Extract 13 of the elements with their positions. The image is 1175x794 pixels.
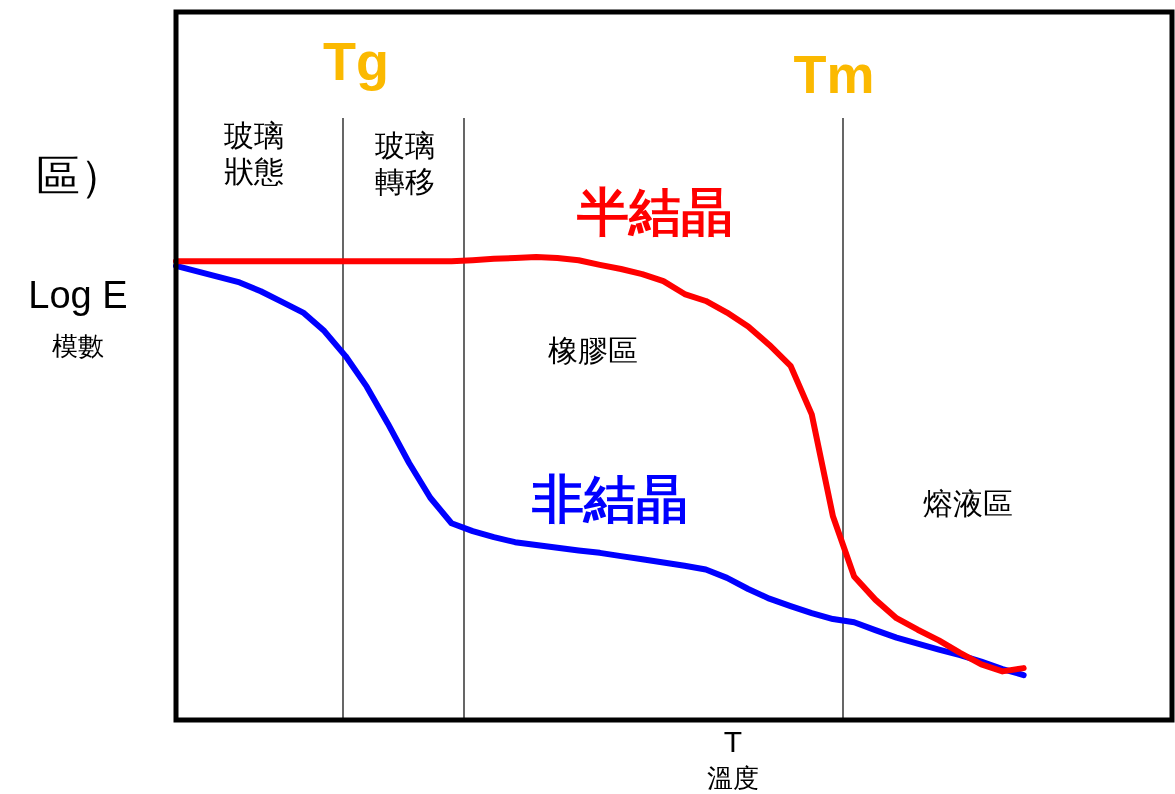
annotation: 橡膠區 [548, 332, 638, 368]
y-axis-title: Log E [28, 274, 128, 317]
series-label: 半結晶 [576, 180, 733, 242]
text: 玻璃狀態 [224, 117, 284, 189]
series-label: 非結晶 [531, 467, 688, 529]
text: Tm [793, 43, 875, 104]
text: Tg [323, 30, 389, 91]
text: 溫度 [707, 762, 759, 793]
text: 模數 [52, 330, 104, 361]
text: 玻璃轉移 [375, 127, 435, 199]
x-axis-title: T [723, 725, 743, 759]
annotation: 熔液區 [923, 485, 1013, 521]
text: 區） [36, 150, 124, 202]
